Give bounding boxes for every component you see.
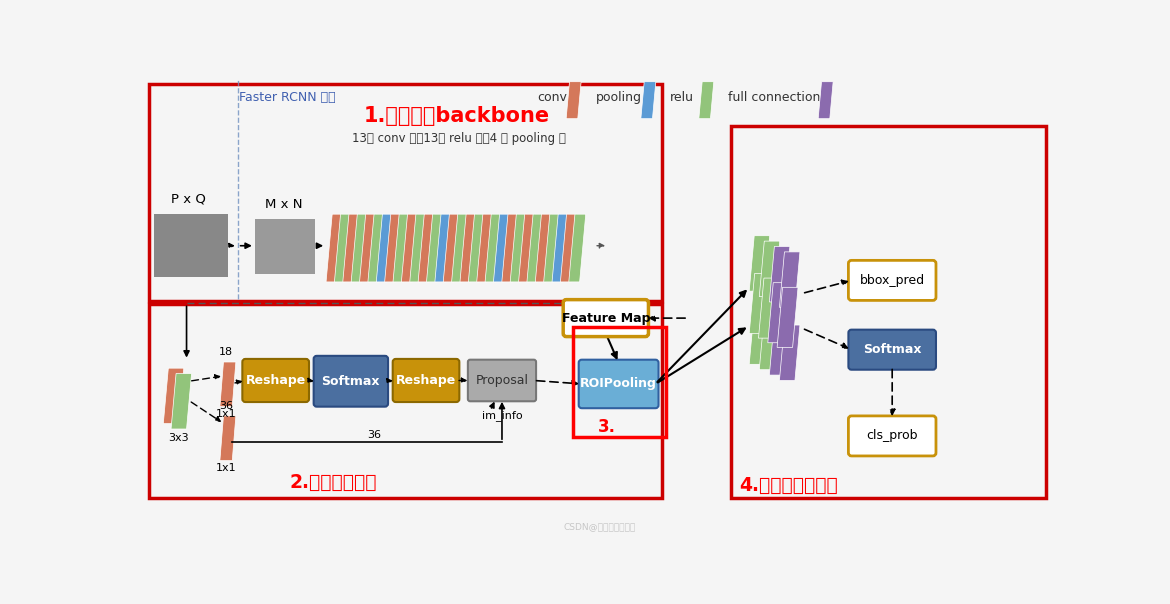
- Text: Softmax: Softmax: [863, 343, 922, 356]
- Text: Reshape: Reshape: [395, 374, 456, 387]
- Polygon shape: [552, 214, 569, 282]
- Text: im_info: im_info: [482, 411, 522, 422]
- FancyBboxPatch shape: [468, 360, 536, 401]
- Text: 3.: 3.: [598, 418, 615, 435]
- Text: 18: 18: [219, 347, 233, 357]
- FancyBboxPatch shape: [848, 260, 936, 300]
- Text: 4.目标分类与回归: 4.目标分类与回归: [739, 476, 838, 495]
- FancyBboxPatch shape: [150, 304, 662, 498]
- Text: ROIPooling: ROIPooling: [580, 378, 658, 390]
- Polygon shape: [560, 214, 578, 282]
- Polygon shape: [460, 214, 477, 282]
- Polygon shape: [544, 214, 560, 282]
- Polygon shape: [171, 373, 192, 429]
- Text: M x N: M x N: [266, 198, 303, 211]
- Polygon shape: [818, 82, 833, 118]
- Polygon shape: [220, 362, 236, 406]
- Polygon shape: [335, 214, 351, 282]
- Polygon shape: [770, 320, 790, 375]
- Polygon shape: [410, 214, 427, 282]
- Polygon shape: [518, 214, 536, 282]
- Polygon shape: [770, 246, 790, 302]
- Bar: [572, 327, 666, 437]
- Polygon shape: [443, 214, 460, 282]
- Polygon shape: [759, 314, 779, 370]
- FancyBboxPatch shape: [314, 356, 388, 406]
- Text: pooling: pooling: [596, 91, 641, 104]
- Text: CSDN@就知道吃的白菜: CSDN@就知道吃的白菜: [564, 522, 635, 532]
- Polygon shape: [427, 214, 443, 282]
- Polygon shape: [164, 368, 184, 423]
- Polygon shape: [486, 214, 502, 282]
- FancyBboxPatch shape: [154, 214, 228, 277]
- Text: 1.特征提取backbone: 1.特征提取backbone: [363, 106, 550, 126]
- Polygon shape: [510, 214, 528, 282]
- Polygon shape: [779, 325, 800, 381]
- Text: 13个 conv 层，13个 relu 层，4 个 pooling 层: 13个 conv 层，13个 relu 层，4 个 pooling 层: [352, 132, 565, 145]
- Polygon shape: [452, 214, 469, 282]
- Polygon shape: [418, 214, 435, 282]
- Polygon shape: [401, 214, 419, 282]
- Text: 2.候选区域生成: 2.候选区域生成: [290, 472, 377, 492]
- Polygon shape: [435, 214, 452, 282]
- Polygon shape: [393, 214, 409, 282]
- Text: P x Q: P x Q: [172, 193, 206, 206]
- Polygon shape: [758, 278, 779, 338]
- Text: 3x3: 3x3: [168, 432, 190, 443]
- Text: cls_prob: cls_prob: [867, 429, 918, 442]
- Text: conv: conv: [538, 91, 567, 104]
- Polygon shape: [536, 214, 552, 282]
- Polygon shape: [343, 214, 360, 282]
- Text: bbox_pred: bbox_pred: [860, 274, 924, 287]
- Polygon shape: [359, 214, 377, 282]
- Polygon shape: [494, 214, 510, 282]
- Polygon shape: [641, 82, 656, 118]
- FancyBboxPatch shape: [579, 360, 659, 408]
- FancyBboxPatch shape: [255, 219, 315, 274]
- Polygon shape: [566, 82, 581, 118]
- Polygon shape: [377, 214, 393, 282]
- Polygon shape: [759, 241, 779, 297]
- Text: Reshape: Reshape: [246, 374, 305, 387]
- FancyBboxPatch shape: [150, 84, 662, 301]
- Polygon shape: [220, 416, 236, 461]
- Polygon shape: [326, 214, 343, 282]
- Text: 1x1: 1x1: [215, 409, 236, 419]
- Text: 36: 36: [367, 430, 381, 440]
- Text: 1x1: 1x1: [215, 463, 236, 472]
- Text: Proposal: Proposal: [475, 374, 529, 387]
- Text: full connection: full connection: [728, 91, 820, 104]
- Polygon shape: [385, 214, 401, 282]
- Text: relu: relu: [670, 91, 694, 104]
- Text: Feature Map: Feature Map: [562, 312, 651, 324]
- Polygon shape: [526, 214, 544, 282]
- FancyBboxPatch shape: [730, 126, 1046, 498]
- Polygon shape: [502, 214, 518, 282]
- Polygon shape: [779, 252, 800, 307]
- Text: Softmax: Softmax: [322, 374, 380, 388]
- Polygon shape: [367, 214, 385, 282]
- FancyBboxPatch shape: [563, 300, 648, 336]
- FancyBboxPatch shape: [848, 330, 936, 370]
- Polygon shape: [468, 214, 486, 282]
- Polygon shape: [351, 214, 369, 282]
- Polygon shape: [768, 283, 789, 342]
- Polygon shape: [749, 236, 770, 291]
- Polygon shape: [569, 214, 586, 282]
- FancyBboxPatch shape: [242, 359, 309, 402]
- Polygon shape: [749, 309, 770, 364]
- FancyBboxPatch shape: [393, 359, 460, 402]
- Polygon shape: [476, 214, 494, 282]
- Polygon shape: [777, 288, 798, 347]
- Polygon shape: [749, 274, 770, 333]
- Text: Faster RCNN 网络: Faster RCNN 网络: [239, 91, 336, 104]
- Polygon shape: [698, 82, 714, 118]
- Text: 36: 36: [219, 401, 233, 411]
- FancyBboxPatch shape: [848, 416, 936, 456]
